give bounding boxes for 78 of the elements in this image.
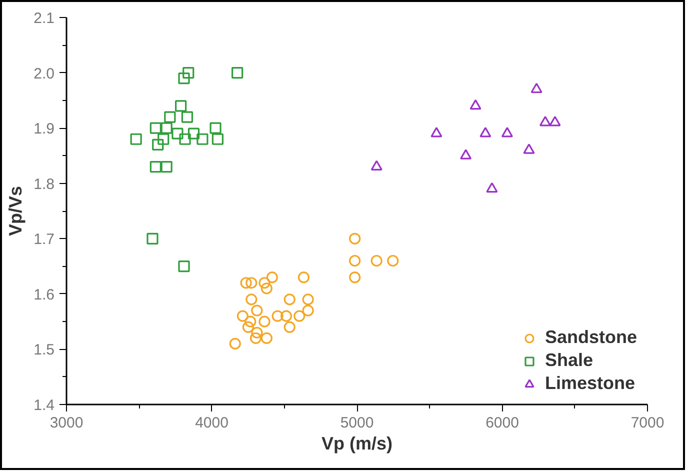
point — [480, 127, 492, 138]
point — [370, 160, 382, 170]
point — [523, 144, 535, 154]
point — [164, 111, 176, 123]
point — [470, 99, 482, 110]
x-tick-label: 5000 — [340, 414, 374, 432]
x-tick-label: 7000 — [630, 414, 664, 432]
y-tick-label: 1.5 — [34, 342, 55, 359]
point — [501, 127, 513, 138]
y-axis-title: Vp/Vs — [6, 186, 26, 236]
point — [280, 310, 292, 322]
point — [244, 316, 256, 328]
point — [210, 122, 222, 134]
point — [175, 100, 187, 112]
point — [232, 66, 244, 79]
point — [349, 254, 361, 267]
point — [549, 116, 561, 126]
point — [349, 232, 361, 244]
point — [172, 128, 184, 140]
y-tick-label: 1.9 — [34, 120, 55, 138]
point — [196, 133, 208, 145]
point — [387, 254, 399, 267]
point — [229, 338, 241, 350]
point — [284, 321, 296, 333]
point — [178, 260, 190, 272]
point — [260, 282, 272, 294]
point — [150, 122, 162, 134]
legend-label: Limestone — [544, 373, 636, 394]
point — [160, 160, 172, 173]
point — [302, 304, 314, 316]
point — [181, 111, 194, 123]
legend-label: Shale — [544, 350, 594, 371]
point — [266, 272, 278, 284]
point — [152, 138, 164, 150]
point — [250, 332, 262, 344]
point — [146, 232, 158, 244]
x-axis-title: Vp (m/s) — [321, 434, 393, 454]
point — [258, 316, 270, 328]
point — [294, 310, 306, 322]
point — [349, 272, 361, 284]
point — [284, 294, 296, 306]
y-tick-label: 2.0 — [34, 65, 55, 82]
point — [302, 294, 314, 306]
point — [130, 133, 142, 145]
x-tick-label: 6000 — [486, 414, 519, 432]
point — [298, 272, 310, 284]
legend-label: Sandstone — [544, 327, 637, 348]
point — [160, 122, 172, 134]
point — [260, 332, 272, 344]
y-tick-label: 1.7 — [34, 231, 55, 248]
x-tick-label: 4000 — [195, 414, 228, 432]
point — [178, 72, 190, 84]
point — [370, 254, 382, 267]
y-tick-label: 1.6 — [34, 286, 55, 304]
y-tick-label: 1.4 — [34, 397, 55, 414]
x-tick-label: 3000 — [50, 414, 84, 432]
point — [179, 133, 191, 145]
point — [430, 127, 442, 138]
point — [460, 149, 472, 160]
point — [182, 66, 194, 79]
point — [530, 82, 542, 94]
point — [158, 133, 170, 145]
point — [236, 310, 248, 322]
point — [258, 277, 270, 289]
point — [251, 326, 263, 338]
point — [240, 277, 252, 289]
y-tick-label: 1.8 — [34, 176, 55, 193]
point — [188, 128, 200, 140]
point — [246, 277, 258, 289]
point — [242, 321, 254, 333]
point — [246, 294, 258, 306]
point — [486, 182, 498, 193]
point — [251, 304, 263, 316]
point — [212, 133, 224, 145]
point — [272, 310, 284, 322]
point — [539, 116, 552, 126]
point — [150, 160, 162, 173]
y-tick-label: 2.1 — [34, 10, 55, 27]
